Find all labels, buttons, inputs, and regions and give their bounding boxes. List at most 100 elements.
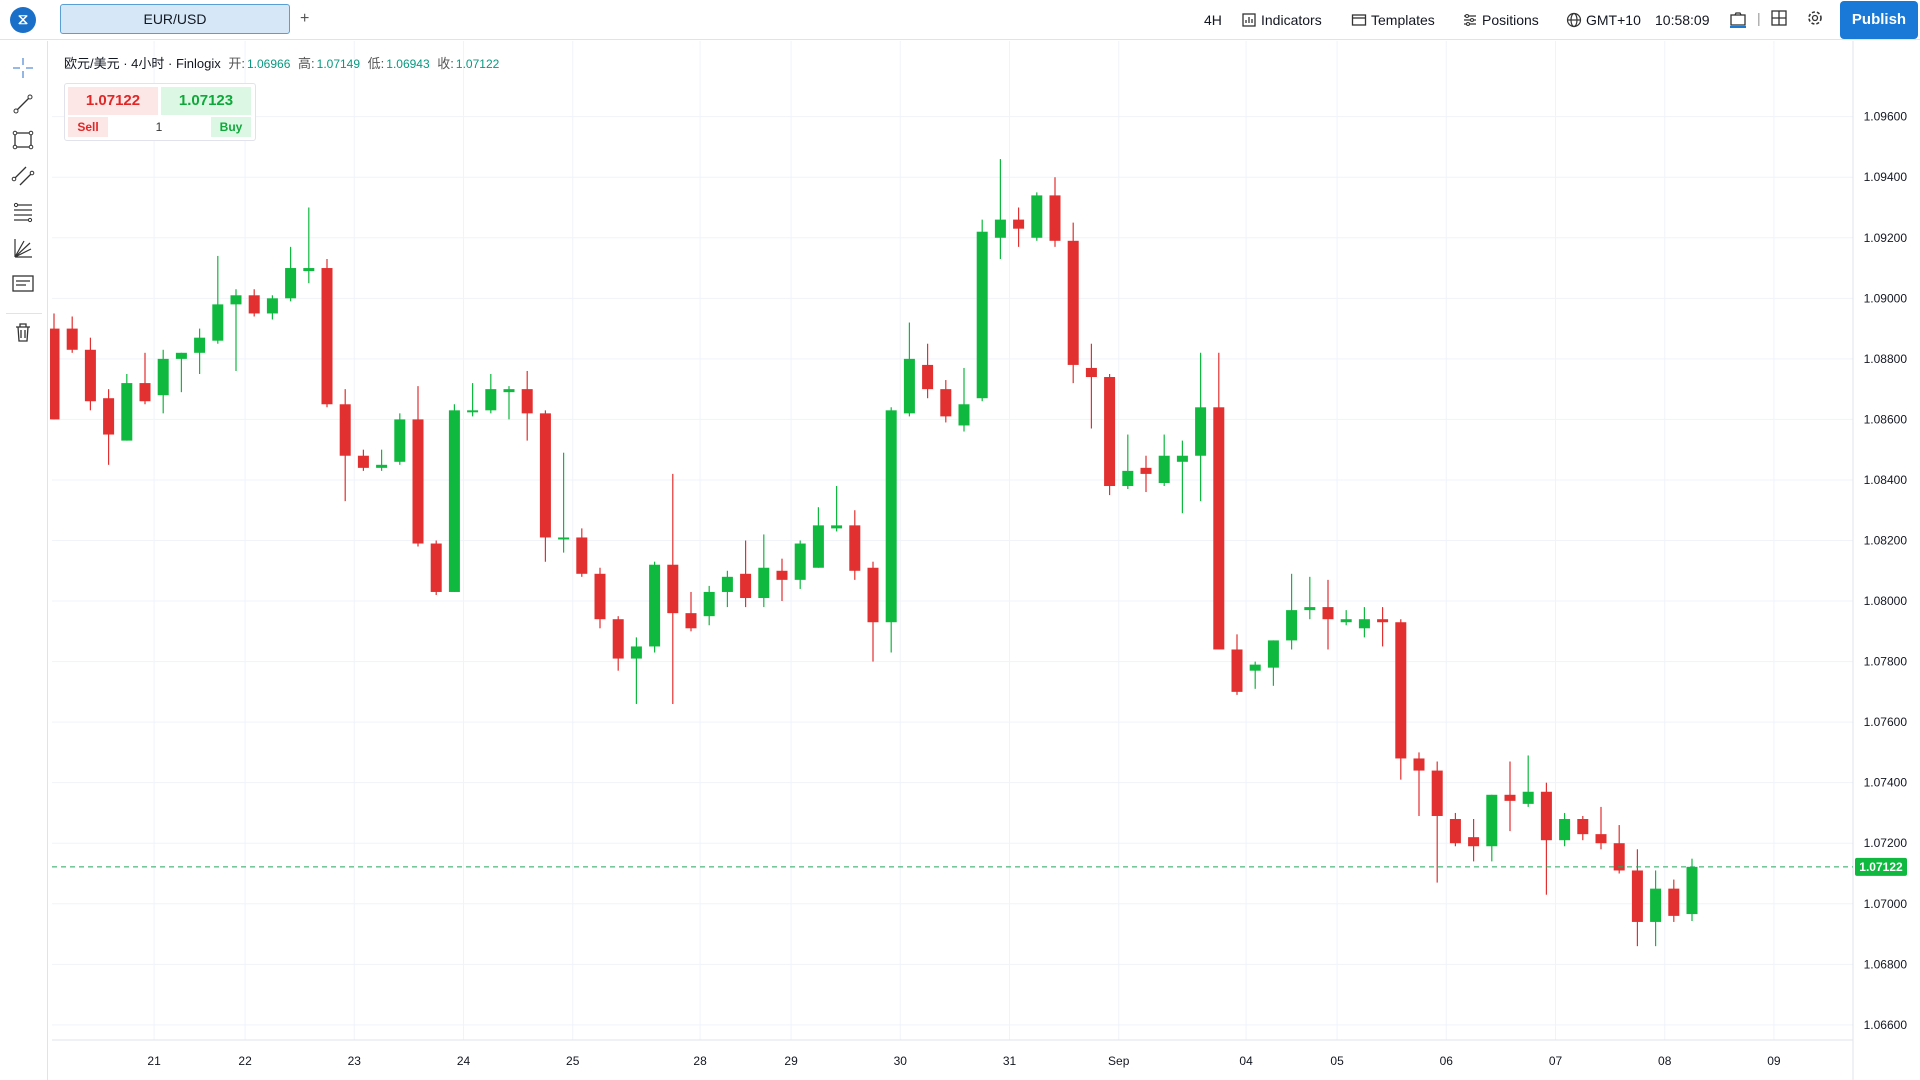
buy-button[interactable]: Buy xyxy=(211,117,251,137)
candle-up xyxy=(266,298,278,314)
sell-button[interactable]: Sell xyxy=(68,117,108,137)
candle-up xyxy=(394,419,406,462)
crosshair-icon xyxy=(13,58,33,78)
last-price-badge xyxy=(1855,857,1907,876)
fib-lines-icon xyxy=(13,202,33,223)
y-tick-label: 1.06600 xyxy=(1864,1018,1908,1032)
candle-down xyxy=(1213,407,1225,650)
y-tick-label: 1.08200 xyxy=(1864,534,1908,548)
candle-up xyxy=(812,525,824,568)
candle-up xyxy=(121,383,133,441)
templates-label: Templates xyxy=(1371,12,1435,28)
candle-up xyxy=(175,352,187,359)
candle-up xyxy=(1176,455,1188,462)
candle-up xyxy=(485,389,497,411)
toolbar-divider: | xyxy=(1757,10,1761,26)
y-tick-label: 1.08600 xyxy=(1864,412,1908,426)
quick-trade-panel: 1.07122 1.07123 Sell 1 Buy xyxy=(64,83,256,141)
candle-up xyxy=(303,268,315,272)
buy-price-button[interactable]: 1.07123 xyxy=(161,87,251,115)
y-tick-label: 1.07800 xyxy=(1864,655,1908,669)
candle-down xyxy=(594,573,606,620)
toolbar-separator xyxy=(6,313,42,314)
candle-down xyxy=(339,404,351,456)
candle-up xyxy=(1650,888,1662,922)
globe-icon xyxy=(1566,12,1582,28)
interval-selector[interactable]: 4H xyxy=(1204,12,1222,28)
candle-down xyxy=(50,328,60,420)
candle-down xyxy=(1140,467,1152,474)
publish-button[interactable]: Publish xyxy=(1840,1,1918,39)
app-logo-icon[interactable]: ⧖ xyxy=(10,7,36,33)
crosshair-tool-button[interactable] xyxy=(10,55,36,81)
candle-down xyxy=(776,570,788,580)
layout-button[interactable] xyxy=(1770,9,1792,29)
trend-line-tool-button[interactable] xyxy=(10,91,36,117)
x-tick-label: Sep xyxy=(1108,1054,1130,1068)
x-tick-label: 29 xyxy=(784,1054,798,1068)
candle-down xyxy=(922,364,934,390)
candle-up xyxy=(194,337,206,353)
price-chart[interactable]: 1.09600 1.09400 1.09200 1.09000 1.08800 1.086… xyxy=(50,41,1920,1080)
legend-close-value: 1.07122 xyxy=(455,57,500,71)
add-tab-button[interactable]: + xyxy=(300,10,310,27)
candle-down xyxy=(321,268,333,405)
legend-title: 欧元/美元 · 4小时 · Finlogix xyxy=(64,56,221,71)
candle-down xyxy=(1631,870,1643,922)
candle-down xyxy=(1468,837,1480,847)
quantity-input[interactable]: 1 xyxy=(155,120,163,134)
legend-open-label: 开: xyxy=(228,56,245,71)
candle-up xyxy=(157,358,169,396)
chart-legend: 欧元/美元 · 4小时 · Finlogix 开: 1.06966 高: 1.071… xyxy=(64,53,499,72)
indicators-button[interactable]: Indicators xyxy=(1241,10,1322,30)
candle-up xyxy=(976,231,988,399)
symbol-tab[interactable]: EUR/USD xyxy=(60,4,290,34)
templates-button[interactable]: Templates xyxy=(1351,10,1435,30)
candle-up xyxy=(994,219,1006,238)
remove-drawings-button[interactable] xyxy=(10,319,36,345)
fib-retracement-tool-button[interactable] xyxy=(10,199,36,225)
candle-up xyxy=(285,268,297,299)
candle-down xyxy=(1613,843,1625,871)
y-tick-label: 1.09600 xyxy=(1864,110,1908,124)
x-tick-label: 22 xyxy=(238,1054,252,1068)
y-tick-label: 1.09400 xyxy=(1864,170,1908,184)
timezone-selector[interactable]: GMT+10 xyxy=(1566,10,1641,30)
candle-down xyxy=(576,537,588,574)
clock-readout: 10:58:09 xyxy=(1655,12,1710,28)
candle-down xyxy=(612,619,624,659)
x-tick-label: 24 xyxy=(457,1054,471,1068)
x-tick-label: 09 xyxy=(1767,1054,1781,1068)
candle-down xyxy=(521,389,533,414)
pitchfork-icon xyxy=(14,239,32,258)
candle-up xyxy=(1031,195,1043,238)
trend-line-icon xyxy=(13,94,33,114)
parallel-channel-tool-button[interactable] xyxy=(10,163,36,189)
y-tick-label: 1.06800 xyxy=(1864,957,1908,971)
candle-up xyxy=(503,389,515,393)
text-note-icon xyxy=(12,275,34,292)
settings-button[interactable] xyxy=(1806,9,1828,29)
sell-price-button[interactable]: 1.07122 xyxy=(68,87,158,115)
screenshot-button[interactable] xyxy=(1728,9,1752,31)
candle-down xyxy=(1431,770,1443,816)
y-tick-label: 1.09000 xyxy=(1864,291,1908,305)
candle-down xyxy=(1395,622,1407,759)
positions-button[interactable]: Positions xyxy=(1462,10,1539,30)
pitchfork-tool-button[interactable] xyxy=(10,235,36,261)
templates-icon xyxy=(1351,14,1367,26)
legend-low-value: 1.06943 xyxy=(386,57,430,71)
candle-up xyxy=(1522,791,1534,804)
x-tick-label: 07 xyxy=(1549,1054,1563,1068)
text-note-tool-button[interactable] xyxy=(10,271,36,297)
candle-down xyxy=(357,455,369,468)
candle-up xyxy=(212,304,224,341)
candle-up xyxy=(1358,619,1370,629)
x-tick-label: 21 xyxy=(147,1054,161,1068)
rectangle-tool-button[interactable] xyxy=(10,127,36,153)
candle-down xyxy=(1668,888,1680,916)
drawing-toolbar xyxy=(0,41,48,1080)
x-tick-label: 08 xyxy=(1658,1054,1672,1068)
candle-down xyxy=(248,295,260,314)
x-tick-label: 25 xyxy=(566,1054,580,1068)
